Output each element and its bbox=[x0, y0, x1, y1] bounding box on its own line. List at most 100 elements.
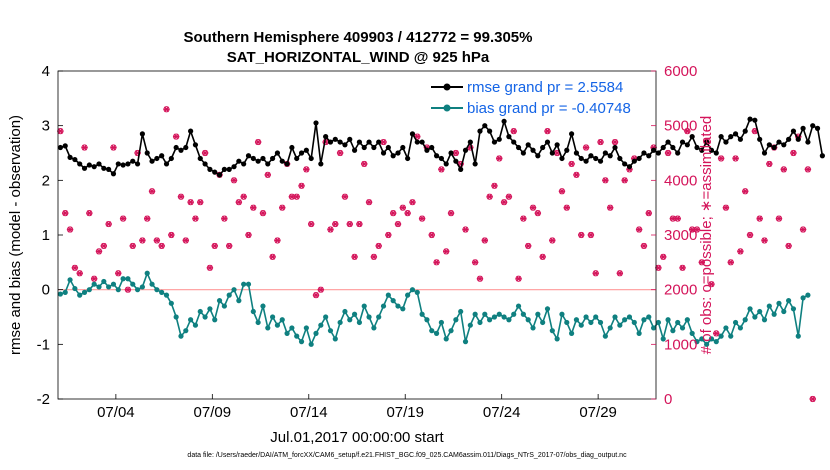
legend-bias-label: bias grand pr = -0.40748 bbox=[467, 100, 631, 117]
bias-point bbox=[607, 325, 613, 331]
rmse-point bbox=[337, 139, 343, 145]
rmse-point bbox=[274, 150, 281, 156]
rmse-point bbox=[81, 165, 88, 171]
obs-assimilated-point bbox=[307, 221, 315, 228]
rmse-point bbox=[67, 154, 73, 160]
bias-point bbox=[742, 317, 748, 323]
bias-point bbox=[86, 287, 92, 293]
rmse-point bbox=[472, 161, 478, 167]
obs-assimilated-point bbox=[303, 166, 310, 173]
legend-rmse-label: rmse grand pr = 2.5584 bbox=[467, 79, 623, 96]
rmse-point bbox=[675, 150, 681, 156]
bias-point bbox=[496, 311, 502, 317]
bias-point bbox=[597, 319, 604, 326]
rmse-point bbox=[728, 134, 734, 140]
obs-assimilated-point bbox=[81, 144, 88, 151]
rmse-point bbox=[265, 161, 271, 167]
rmse-point bbox=[323, 134, 329, 140]
rmse-point bbox=[786, 136, 792, 142]
bias-point bbox=[125, 276, 131, 282]
rmse-point bbox=[356, 139, 363, 145]
obs-assimilated-point bbox=[447, 210, 455, 217]
bias-point bbox=[342, 308, 348, 315]
rmse-point bbox=[216, 172, 223, 178]
rmse-point bbox=[163, 161, 170, 167]
legend-bias-marker bbox=[443, 104, 451, 112]
obs-assimilated-point bbox=[766, 160, 773, 167]
bias-point bbox=[236, 298, 242, 304]
rmse-point bbox=[612, 144, 618, 151]
bias-point bbox=[501, 314, 507, 320]
rmse-point bbox=[814, 125, 821, 131]
right-tick-label: 3000 bbox=[664, 227, 697, 244]
rmse-point bbox=[279, 158, 285, 164]
bias-point bbox=[255, 319, 261, 326]
rmse-point bbox=[737, 136, 743, 142]
rmse-point bbox=[491, 139, 498, 145]
x-axis: 07/04 07/09 07/14 07/19 07/24 07/29 bbox=[97, 394, 617, 421]
bias-point bbox=[77, 292, 83, 298]
bias-point bbox=[279, 317, 285, 323]
obs-assimilated-point bbox=[250, 204, 257, 211]
rmse-point bbox=[168, 155, 174, 162]
obs-assimilated-point bbox=[351, 253, 358, 260]
bias-point bbox=[289, 325, 295, 331]
obs-assimilated-point bbox=[742, 188, 749, 195]
bias-point bbox=[554, 336, 560, 342]
obs-assimilated-point bbox=[732, 155, 739, 162]
bias-point bbox=[139, 284, 145, 290]
obs-assimilated-point bbox=[737, 248, 744, 255]
bias-point bbox=[622, 317, 628, 323]
bias-point bbox=[800, 295, 806, 301]
obs-assimilated-point bbox=[187, 199, 194, 206]
bias-point bbox=[134, 287, 141, 293]
obs-assimilated-point bbox=[394, 221, 402, 228]
bias-point bbox=[110, 281, 117, 287]
rmse-point bbox=[72, 156, 78, 163]
right-tick-label: 5000 bbox=[664, 118, 697, 135]
bias-point bbox=[766, 303, 772, 309]
obs-assimilated-point bbox=[635, 226, 643, 233]
bias-point bbox=[409, 287, 416, 293]
obs-assimilated-point bbox=[380, 139, 387, 146]
rmse-point bbox=[390, 153, 396, 159]
bias-point bbox=[395, 303, 401, 309]
obs-assimilated-point bbox=[129, 242, 136, 249]
rmse-point bbox=[294, 155, 300, 162]
bias-point bbox=[414, 289, 420, 295]
rmse-point bbox=[424, 147, 430, 153]
bias-series bbox=[57, 270, 811, 347]
bias-point bbox=[448, 328, 454, 334]
rmse-point bbox=[569, 131, 575, 137]
bias-point bbox=[91, 281, 97, 287]
data-file-footnote: data file: /Users/raeder/DAI/ATM_forcXX/… bbox=[187, 452, 627, 459]
rmse-point bbox=[433, 153, 440, 159]
bias-point bbox=[178, 333, 184, 339]
obs-assimilated-point bbox=[587, 232, 595, 238]
rmse-point bbox=[62, 143, 68, 149]
obs-assimilated-point bbox=[221, 215, 228, 222]
right-tick-label: 1000 bbox=[664, 336, 697, 353]
rmse-point bbox=[159, 153, 165, 159]
obs-assimilated-point bbox=[110, 144, 117, 151]
bias-point bbox=[57, 291, 64, 297]
obs-assimilated-point bbox=[443, 248, 450, 255]
rmse-point bbox=[588, 153, 594, 159]
bias-point bbox=[776, 300, 782, 306]
bias-point bbox=[366, 314, 372, 320]
obs-assimilated-point bbox=[645, 210, 652, 217]
bias-point bbox=[646, 314, 652, 320]
obs-assimilated-point bbox=[264, 171, 271, 178]
rmse-point bbox=[800, 125, 806, 131]
bias-point bbox=[327, 328, 334, 334]
obs-assimilated-point bbox=[66, 226, 74, 233]
bias-point bbox=[380, 303, 387, 309]
bias-point bbox=[506, 317, 512, 323]
bias-point bbox=[593, 314, 599, 320]
bias-point bbox=[130, 281, 136, 287]
rmse-point bbox=[790, 128, 797, 134]
obs-assimilated-point bbox=[385, 232, 392, 238]
bias-point bbox=[491, 314, 498, 320]
bias-point bbox=[650, 325, 657, 331]
